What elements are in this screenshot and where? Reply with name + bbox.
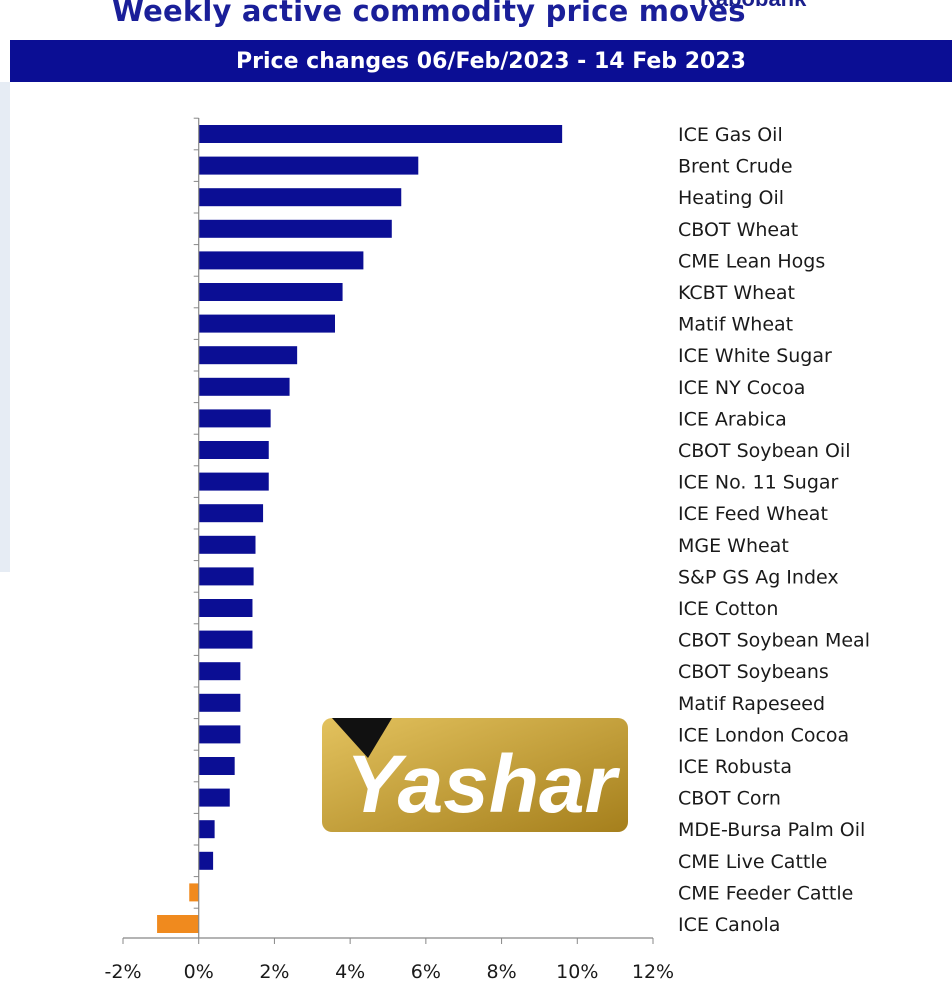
bar-mde-bursa-palm-oil [198, 820, 215, 839]
category-label: ICE Cotton [678, 598, 778, 620]
bar-ice-gas-oil [198, 125, 563, 143]
bar-brent-crude [198, 156, 419, 175]
chart-title: Weekly active commodity price moves [112, 0, 746, 28]
category-label: CBOT Soybean Meal [678, 630, 870, 652]
category-label: CME Live Cattle [678, 851, 827, 873]
bar-matif-rapeseed [198, 693, 241, 712]
bar-cme-live-cattle [198, 851, 214, 870]
bar-heating-oil [198, 188, 402, 207]
category-label: Matif Wheat [678, 314, 793, 336]
bar-ice-robusta [198, 757, 235, 775]
category-label: S&P GS Ag Index [678, 566, 839, 588]
bar-cme-lean-hogs [198, 251, 364, 270]
bars-layer [157, 125, 563, 933]
category-label: KCBT Wheat [678, 282, 795, 304]
bar-ice-arabica [198, 409, 271, 428]
category-label: ICE White Sugar [678, 345, 832, 367]
watermark-flag-icon [332, 718, 392, 758]
category-label: CBOT Soybeans [678, 661, 829, 683]
category-label: Matif Rapeseed [678, 693, 825, 715]
watermark-badge [322, 718, 628, 832]
bar-ice-no-11-sugar [198, 472, 269, 491]
x-tick-label: 10% [556, 961, 598, 983]
bar-cbot-soybean-meal [198, 630, 253, 649]
x-tick-label: -2% [105, 961, 142, 983]
category-labels-layer: ICE Gas Oil Brent Crude Heating Oil CBOT Wh… [678, 124, 870, 936]
category-label: Brent Crude [678, 156, 793, 178]
bar-cbot-corn [198, 788, 230, 807]
category-label: ICE Feed Wheat [678, 503, 828, 525]
bar-ice-cotton [198, 599, 253, 617]
x-tick-label: 2% [259, 961, 289, 983]
bar-cbot-wheat [198, 219, 392, 238]
bar-kcbt-wheat [198, 283, 343, 301]
category-label: MGE Wheat [678, 535, 789, 557]
watermark-text: Yashar [346, 739, 621, 830]
left-border-decoration [0, 82, 10, 572]
bar-ice-london-cocoa [198, 725, 241, 744]
bar-cme-feeder-cattle [189, 883, 199, 902]
category-label: ICE Gas Oil [678, 124, 783, 146]
bar-cbot-soybeans [198, 662, 241, 681]
x-tick-label: 0% [184, 961, 214, 983]
x-tick-label: 4% [335, 961, 365, 983]
x-tick-label: 8% [486, 961, 516, 983]
category-label: CME Feeder Cattle [678, 882, 853, 904]
chart-subtitle: Price changes 06/Feb/2023 - 14 Feb 2023 [236, 48, 746, 74]
yashar-watermark-logo: Yashar [322, 718, 628, 832]
category-label: ICE No. 11 Sugar [678, 472, 839, 494]
category-label: CME Lean Hogs [678, 250, 825, 272]
category-label: ICE Arabica [678, 408, 787, 430]
category-label: CBOT Corn [678, 788, 781, 810]
category-label: ICE Robusta [678, 756, 792, 778]
category-label: ICE London Cocoa [678, 724, 849, 746]
subtitle-banner: Price changes 06/Feb/2023 - 14 Feb 2023 [10, 40, 952, 82]
category-label: MDE-Bursa Palm Oil [678, 819, 865, 841]
x-tick-label: 12% [632, 961, 674, 983]
bar-cbot-soybean-oil [198, 441, 269, 459]
brand-logo-text: Rabobank [700, 0, 806, 12]
bar-s-p-gs-ag-index [198, 567, 254, 586]
category-label: CBOT Wheat [678, 219, 798, 241]
bar-ice-white-sugar [198, 346, 298, 365]
category-label: CBOT Soybean Oil [678, 440, 850, 462]
category-label: Heating Oil [678, 187, 784, 209]
bar-ice-ny-cocoa [198, 377, 290, 396]
bar-ice-canola [157, 915, 199, 933]
x-tick-label: 6% [411, 961, 441, 983]
category-label: ICE Canola [678, 914, 780, 936]
category-label: ICE NY Cocoa [678, 377, 805, 399]
bar-matif-wheat [198, 314, 335, 333]
bar-mge-wheat [198, 535, 256, 554]
bar-ice-feed-wheat [198, 504, 264, 523]
axis-layer: -2% 0% 2% 4% 6% 8% 10% 12% [105, 117, 674, 983]
